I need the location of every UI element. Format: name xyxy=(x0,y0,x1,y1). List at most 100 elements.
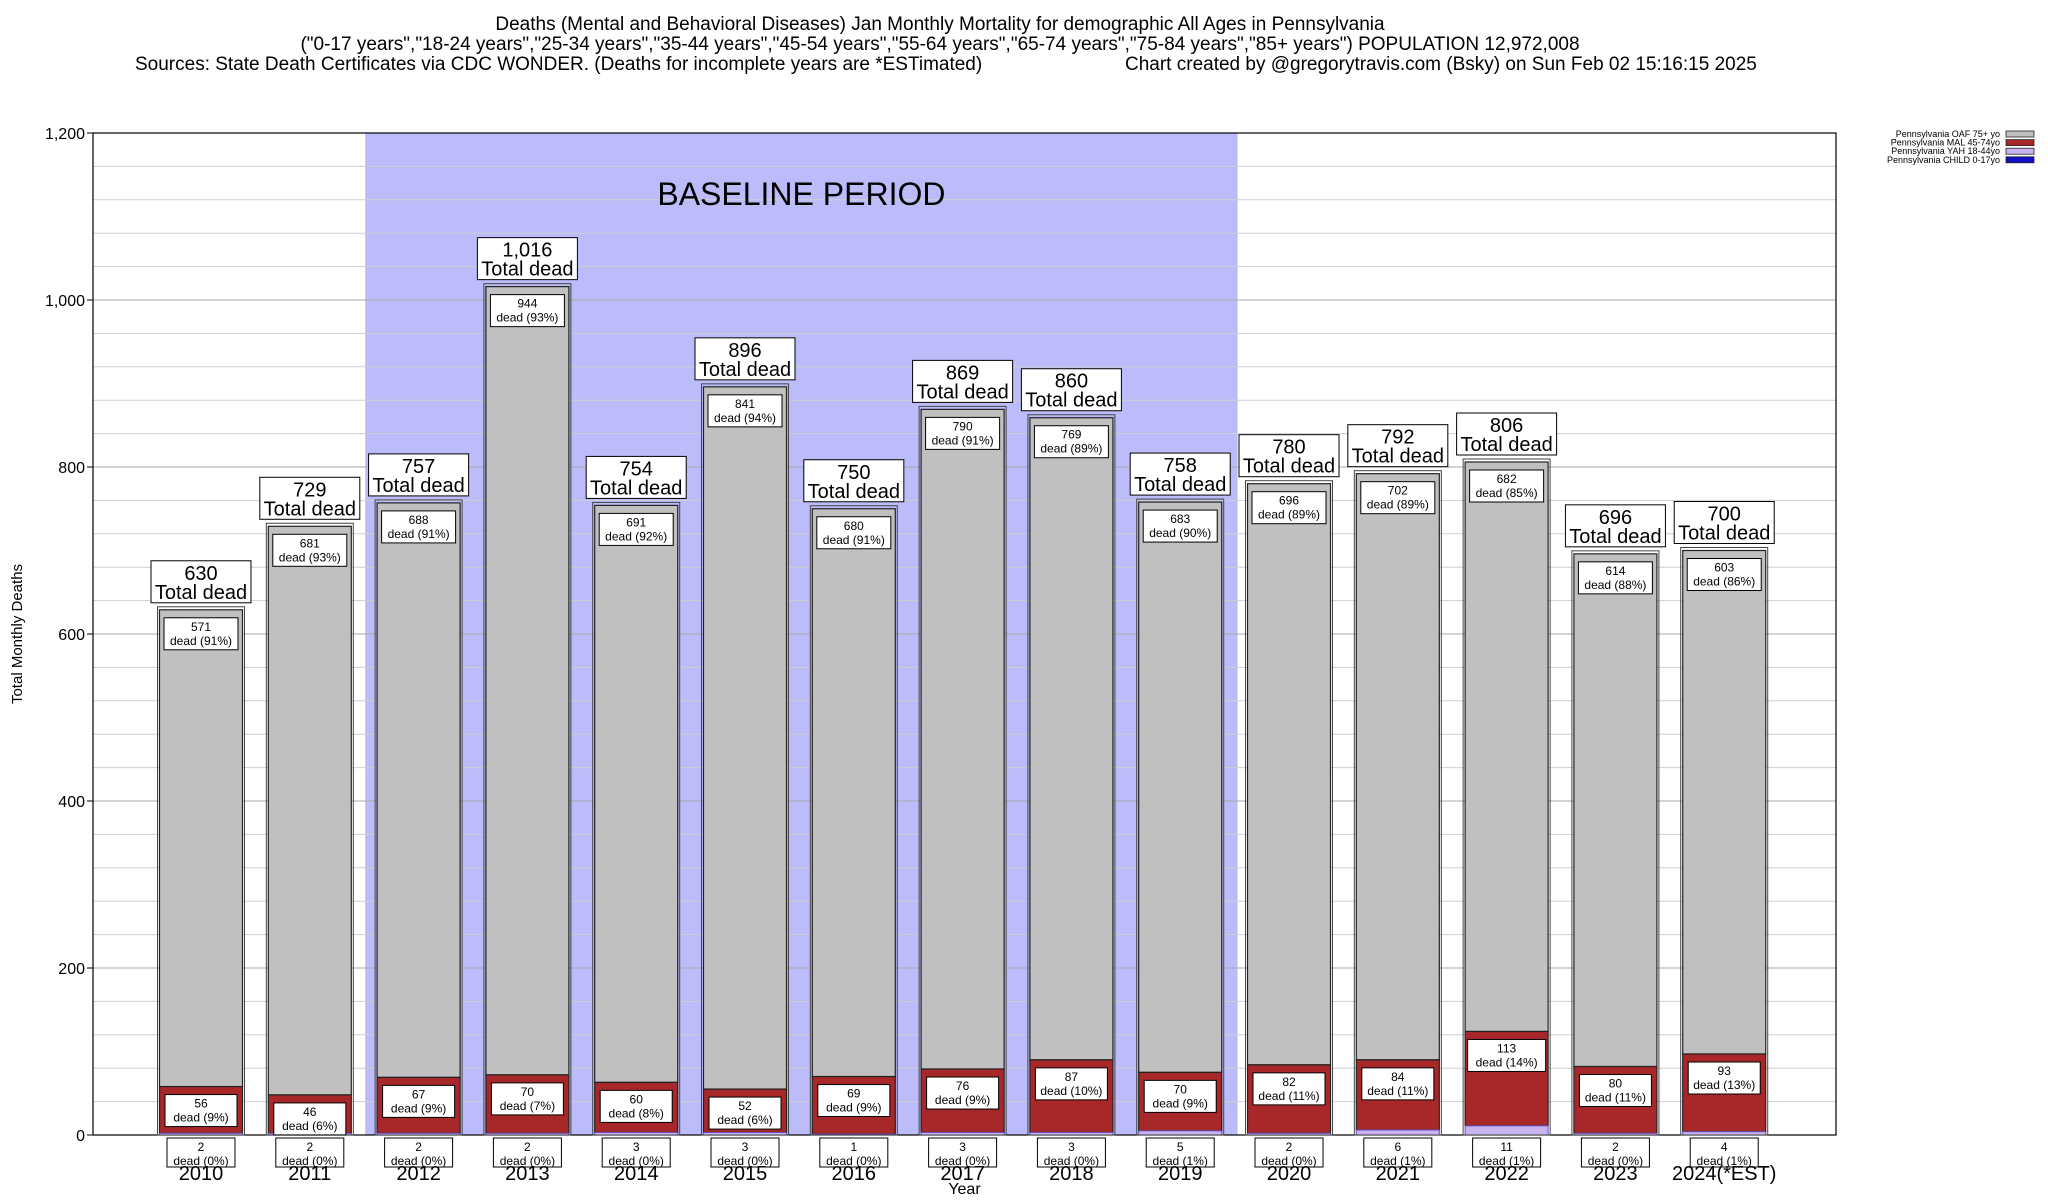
y-axis-label: Total Monthly Deaths xyxy=(9,564,26,704)
data-label-box xyxy=(1686,558,1762,591)
data-label-text: 60 xyxy=(630,1092,644,1106)
bar-oaf-2022 xyxy=(1464,461,1549,1033)
legend-label: Pennsylvania YAH 18-44yo xyxy=(1891,146,2000,156)
bar-oaf-2015 xyxy=(702,386,788,1090)
data-label-box xyxy=(1363,1137,1433,1168)
legend-label: Pennsylvania CHILD 0-17yo xyxy=(1887,155,2000,165)
total-suffix: Total dead xyxy=(808,481,900,503)
data-label-text: dead (89%) xyxy=(1367,498,1429,512)
data-label-text: dead (0%) xyxy=(935,1154,990,1168)
bar-oaf-2019 xyxy=(1138,501,1223,1073)
data-label-text: dead (11%) xyxy=(1585,1091,1646,1105)
x-tick-label: 2020 xyxy=(1267,1163,1312,1185)
x-tick-label: 2022 xyxy=(1484,1163,1529,1185)
data-label-text: 52 xyxy=(738,1099,752,1113)
bar-yah-2021 xyxy=(1355,1129,1440,1136)
x-axis-label: Year xyxy=(948,1181,981,1198)
total-suffix: Total dead xyxy=(1352,446,1444,468)
bar-oaf-2013 xyxy=(485,286,570,1076)
bar-outline xyxy=(1680,547,1769,1136)
data-label-box xyxy=(384,1137,454,1168)
data-label-text: 84 xyxy=(1391,1070,1405,1084)
data-label-box xyxy=(492,1137,562,1168)
data-label-text: dead (93%) xyxy=(279,550,341,564)
total-box xyxy=(1347,424,1449,468)
data-label-box xyxy=(1145,1137,1215,1168)
x-tick-label: 2015 xyxy=(723,1163,768,1185)
data-label-text: 841 xyxy=(735,397,755,411)
data-label-text: 2 xyxy=(198,1140,205,1154)
data-label-text: 70 xyxy=(521,1085,535,1099)
total-value: 806 xyxy=(1490,415,1523,437)
total-suffix: Total dead xyxy=(155,582,247,604)
data-label-box xyxy=(819,1137,889,1168)
data-label-text: dead (9%) xyxy=(826,1101,881,1115)
data-label-box xyxy=(599,1089,673,1123)
total-box xyxy=(1456,412,1558,456)
bar-outline xyxy=(1245,480,1334,1136)
data-label-text: dead (6%) xyxy=(717,1113,772,1127)
bar-oaf-2017 xyxy=(920,408,1005,1070)
data-label-text: 571 xyxy=(191,620,211,634)
bar-oaf-2024(*EST) xyxy=(1682,549,1767,1055)
data-label-text: 2 xyxy=(1612,1140,1619,1154)
data-label-box xyxy=(708,1096,782,1130)
bar-outline xyxy=(1462,458,1551,1136)
chart-sources: Sources: State Death Certificates via CD… xyxy=(135,54,983,75)
data-label-text: 87 xyxy=(1065,1070,1079,1084)
data-label-text: 2 xyxy=(524,1140,531,1154)
data-label-text: 691 xyxy=(626,515,646,529)
total-value: 729 xyxy=(293,479,326,501)
data-label-text: dead (93%) xyxy=(496,311,558,325)
total-suffix: Total dead xyxy=(372,475,464,497)
bar-outline xyxy=(1353,470,1442,1136)
x-tick-label: 2010 xyxy=(179,1163,224,1185)
total-value: 630 xyxy=(184,563,217,585)
data-label-text: dead (11%) xyxy=(1367,1084,1428,1098)
data-label-text: dead (92%) xyxy=(605,529,667,543)
total-box xyxy=(694,337,796,381)
data-label-box xyxy=(1142,509,1218,543)
data-label-box xyxy=(1469,469,1545,503)
data-label-text: dead (0%) xyxy=(1261,1154,1316,1168)
data-label-text: dead (9%) xyxy=(173,1111,228,1125)
total-value: 869 xyxy=(946,362,979,384)
data-label-text: 1 xyxy=(850,1140,857,1154)
total-value: 792 xyxy=(1381,427,1414,449)
data-label-box xyxy=(273,1102,347,1136)
y-tick-label: 0 xyxy=(76,1128,85,1145)
data-label-text: dead (0%) xyxy=(282,1154,337,1168)
data-label-text: dead (9%) xyxy=(935,1093,990,1107)
bar-yah-2022 xyxy=(1464,1125,1549,1136)
bar-oaf-2014 xyxy=(594,504,679,1083)
data-label-text: 80 xyxy=(1609,1077,1623,1091)
total-box xyxy=(1673,501,1775,544)
data-label-text: 702 xyxy=(1388,484,1408,498)
data-label-box xyxy=(1033,425,1109,459)
data-label-box xyxy=(1251,491,1327,525)
data-label-text: 113 xyxy=(1497,1041,1516,1055)
data-label-box xyxy=(817,1084,891,1118)
bar-yah-2024(*EST) xyxy=(1682,1131,1767,1136)
legend-swatch xyxy=(2005,130,2035,138)
data-label-box xyxy=(707,394,783,428)
total-suffix: Total dead xyxy=(1025,390,1117,412)
